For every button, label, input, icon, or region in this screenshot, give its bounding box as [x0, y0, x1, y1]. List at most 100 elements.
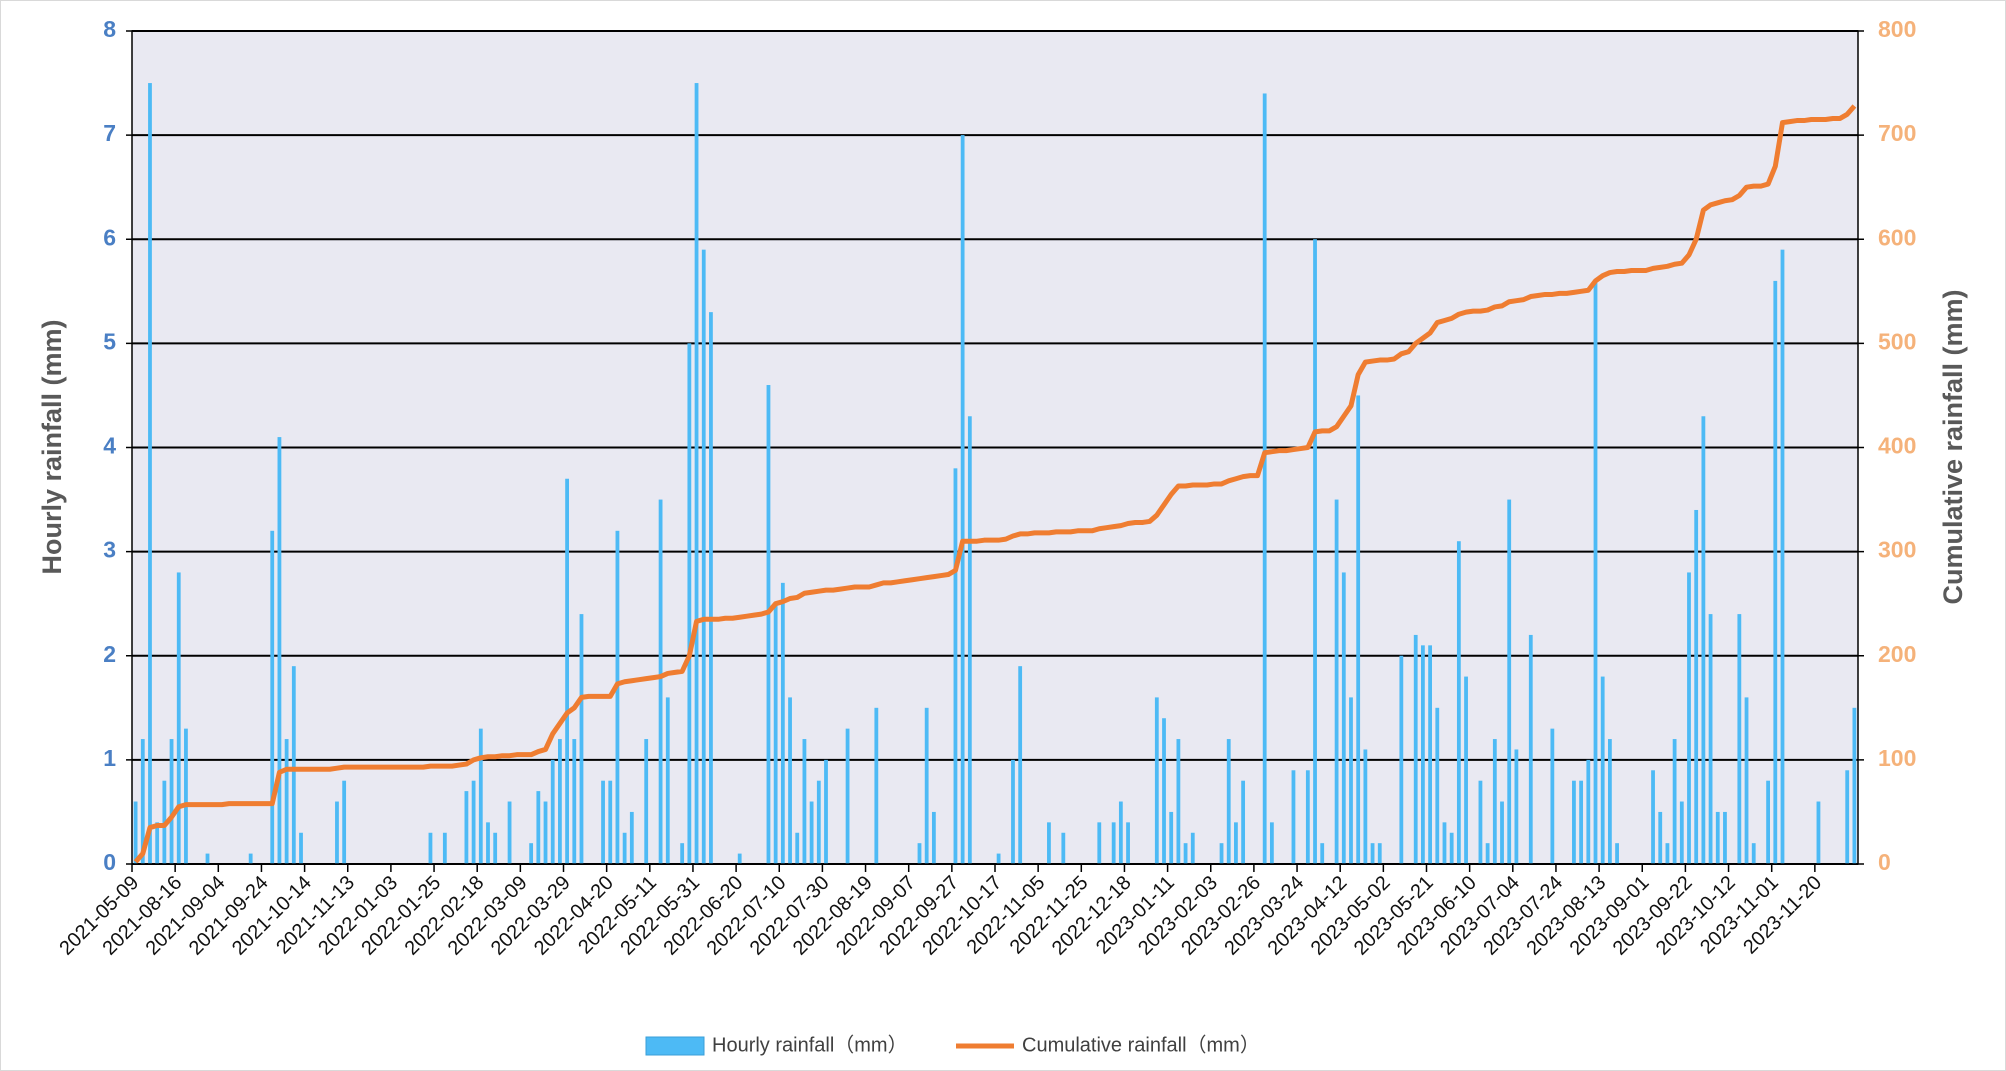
bar [1183, 843, 1188, 864]
bar [924, 707, 929, 864]
bar [1190, 832, 1195, 864]
legend-label: Hourly rainfall（mm） [712, 1033, 908, 1056]
bar [1370, 843, 1375, 864]
bar [1421, 645, 1425, 864]
y2-axis-title: Cumulative rainfall (mm) [1938, 289, 1968, 604]
bar [1111, 822, 1116, 864]
bar [1550, 728, 1555, 864]
bar [1413, 634, 1418, 864]
bar [1651, 770, 1655, 864]
bar [543, 801, 548, 864]
y2-tick-label: 100 [1878, 745, 1916, 771]
bar [291, 666, 296, 864]
y2-tick-label: 300 [1878, 537, 1916, 563]
bar [1615, 843, 1619, 864]
y-tick-label: 6 [103, 224, 116, 250]
bar [478, 728, 483, 864]
bar [342, 780, 347, 864]
bar [1291, 770, 1296, 864]
bar [1047, 822, 1051, 864]
bar [1485, 843, 1490, 864]
bar [1176, 739, 1181, 864]
bar [1507, 499, 1512, 864]
bar [1600, 676, 1605, 864]
bar [205, 853, 210, 864]
bar [1464, 676, 1468, 864]
bar [809, 801, 814, 864]
bar [788, 697, 792, 864]
bar [967, 416, 972, 864]
bar [493, 832, 498, 864]
bar [1449, 832, 1454, 864]
bar [1672, 739, 1677, 864]
y-tick-label: 8 [103, 16, 116, 42]
bar [802, 739, 807, 864]
bar [680, 843, 685, 864]
bar [169, 739, 174, 864]
bar [608, 780, 613, 864]
bar [1097, 822, 1102, 864]
bar [464, 791, 469, 864]
bar [1305, 770, 1310, 864]
bar [1845, 770, 1850, 864]
bar [845, 728, 850, 864]
bar [1061, 832, 1066, 864]
bar [1579, 780, 1584, 864]
bar [1334, 499, 1339, 864]
bar [1154, 697, 1159, 864]
bar [1234, 822, 1238, 864]
bar [529, 843, 534, 864]
line [133, 104, 1857, 864]
bar [248, 853, 253, 864]
bar [1428, 645, 1432, 864]
bar [1241, 780, 1246, 864]
bar [1269, 822, 1274, 864]
bar [277, 437, 282, 864]
bar [148, 83, 152, 864]
bar [1744, 697, 1749, 864]
bar [1456, 541, 1461, 864]
y-tick-label: 4 [103, 433, 116, 459]
bar [176, 572, 181, 864]
bar [874, 707, 879, 864]
bar [665, 697, 670, 864]
y-tick-label: 7 [103, 120, 116, 146]
bar [486, 822, 490, 864]
y2-tick-label: 400 [1878, 433, 1916, 459]
bar [601, 780, 605, 864]
bar [644, 739, 649, 864]
bar [1780, 249, 1785, 865]
legend-label: Cumulative rainfall（mm） [1022, 1033, 1260, 1056]
y2-tick-label: 0 [1878, 849, 1891, 875]
bar [133, 801, 138, 864]
bar [1118, 801, 1123, 864]
bar [658, 499, 663, 864]
bar [1018, 666, 1023, 864]
bar [184, 728, 188, 864]
bar [572, 739, 577, 864]
bar [1694, 509, 1699, 864]
bar [824, 759, 828, 864]
bar [284, 739, 289, 864]
y-axis-title: Hourly rainfall (mm) [37, 319, 67, 574]
bar [1313, 239, 1317, 864]
bar [1169, 811, 1174, 864]
bar [1586, 759, 1591, 864]
bar [1011, 759, 1015, 864]
y-tick-label: 1 [103, 745, 116, 771]
bar [1816, 801, 1821, 864]
bar [709, 312, 713, 864]
bar [558, 739, 562, 864]
bar [442, 832, 447, 864]
bar [773, 603, 778, 864]
y2-tick-label: 500 [1878, 328, 1916, 354]
bar [1715, 811, 1720, 864]
bar [1665, 843, 1670, 864]
y-tick-label: 3 [103, 537, 116, 563]
bar [1262, 93, 1267, 865]
y2-tick-label: 700 [1878, 120, 1916, 146]
bar [550, 759, 555, 864]
bar [270, 530, 275, 864]
bar [565, 478, 569, 864]
bar [1341, 572, 1346, 864]
